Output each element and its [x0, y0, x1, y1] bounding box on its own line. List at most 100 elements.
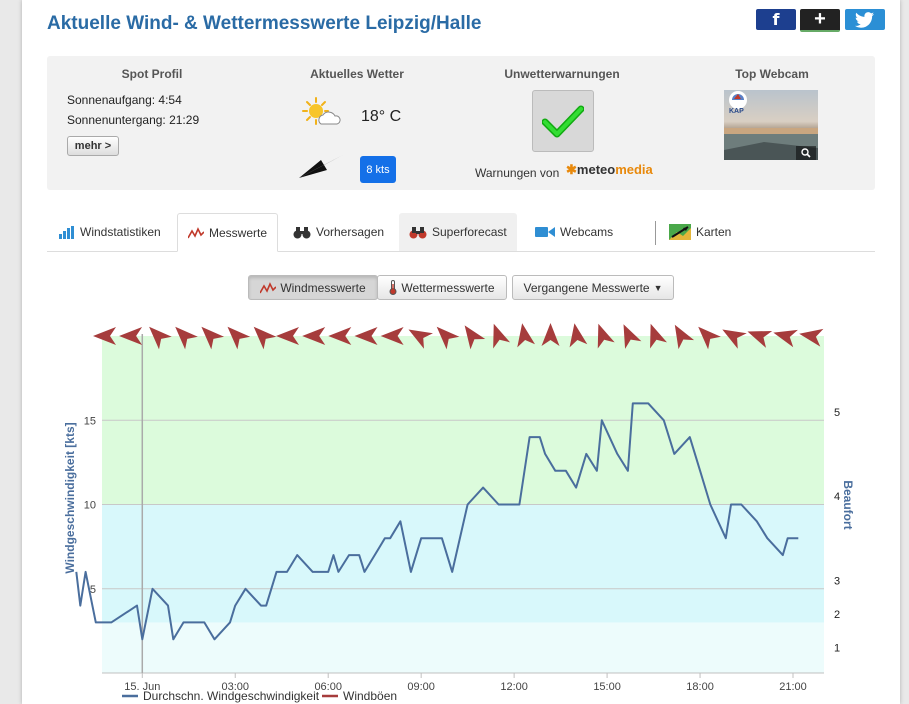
windmesswerte-button[interactable]: Windmesswerte — [248, 275, 378, 300]
wind-arrow-shape — [253, 326, 277, 350]
wind-arrow-shape — [773, 329, 798, 348]
x-tick-label: 03:00 — [221, 681, 249, 693]
binoculars-icon — [293, 226, 311, 238]
x-tick-label: 06:00 — [314, 681, 342, 693]
wind-arrow-shape — [149, 326, 172, 350]
wettermesswerte-button[interactable]: Wettermesswerte — [377, 275, 507, 300]
meteomedia-logo-prefix: meteo — [576, 162, 616, 177]
warnings-from-text: Warnungen von — [475, 166, 560, 180]
wind-arrow — [380, 327, 404, 345]
wind-arrow-shape — [698, 326, 721, 350]
wind-arrow — [175, 326, 198, 350]
past-values-label: Vergangene Messwerte — [523, 280, 650, 295]
wind-arrow-shape — [93, 327, 116, 345]
wind-direction-arrows — [93, 323, 824, 350]
wind-arrow — [302, 327, 326, 345]
wind-arrow — [747, 330, 773, 348]
caret-down-icon: ▼ — [653, 282, 663, 293]
check-icon — [542, 105, 584, 138]
webcam-scene — [724, 91, 818, 160]
x-tick-label: 15:00 — [593, 681, 621, 693]
wind-arrow — [328, 327, 352, 345]
beaufort-tick-label: 5 — [834, 407, 840, 419]
google-plus-button[interactable]: + — [800, 8, 840, 32]
wind-arrow — [119, 327, 143, 345]
beaufort-axis-label: Beaufort — [841, 480, 855, 529]
line-chart-icon — [188, 226, 204, 238]
chart-legend: Durchschn. Windgeschwindigkeit Windböen — [122, 689, 397, 703]
wind-arrow — [227, 326, 251, 350]
spot-profile-title: Spot Profil — [121, 67, 183, 81]
wind-arrow-shape — [408, 329, 433, 349]
wind-arrow-shape — [747, 330, 773, 348]
wind-arrow — [354, 327, 378, 345]
chart-grid — [102, 419, 824, 674]
wind-arrow-shape — [493, 323, 511, 349]
wind-arrow — [722, 329, 747, 349]
wind-arrow-shape — [380, 327, 404, 345]
tab-label: Webcams — [560, 225, 614, 239]
x-tick-label: 15. Jun — [124, 681, 160, 693]
wind-direction-arrow-icon — [299, 155, 343, 178]
wind-arrow-shape — [276, 327, 299, 345]
wind-arrow — [436, 326, 460, 350]
beaufort-tick-label: 4 — [834, 491, 840, 503]
wind-arrow — [408, 329, 433, 349]
page: Aktuelle Wind- & Wettermesswerte Leipzig… — [22, 0, 900, 704]
wind-arrow-shape — [722, 329, 747, 349]
tab-superforecast[interactable]: Superforecast — [399, 213, 517, 251]
wind-arrow — [773, 329, 798, 348]
meteomedia-logo[interactable]: ✱meteomedia — [566, 162, 653, 178]
wind-arrow — [698, 326, 721, 350]
meteomedia-logo-icon: ✱ — [566, 162, 577, 177]
thermometer-icon — [389, 280, 397, 295]
avg-wind-series-line — [75, 402, 799, 641]
x-tick-label: 09:00 — [407, 681, 435, 693]
wind-arrow — [517, 323, 535, 348]
wind-arrow — [493, 323, 511, 349]
y-tick-label: 5 — [90, 584, 96, 596]
facebook-button[interactable]: f — [756, 9, 796, 30]
wind-arrow — [276, 327, 299, 345]
wind-band — [102, 622, 824, 673]
tab-webcams[interactable]: Webcams — [525, 213, 623, 251]
wind-arrow-shape — [517, 323, 535, 348]
wind-arrow — [93, 327, 116, 345]
beaufort-tick-label: 3 — [834, 575, 840, 587]
wind-arrow — [799, 328, 824, 347]
wind-arrow-shape — [227, 326, 251, 350]
tab-label: Vorhersagen — [316, 225, 385, 239]
beaufort-tick-label: 2 — [834, 609, 840, 621]
tab-vorhersagen[interactable]: Vorhersagen — [283, 213, 394, 251]
legend-label: Durchschn. Windgeschwindigkeit — [143, 689, 320, 703]
tab-windstatistiken[interactable]: Windstatistiken — [49, 213, 171, 251]
y-tick-label: 10 — [84, 500, 96, 512]
twitter-button[interactable] — [845, 9, 885, 30]
wind-arrow — [569, 323, 588, 348]
wind-arrow-shape — [597, 323, 615, 349]
more-button[interactable]: mehr > — [67, 136, 119, 156]
x-tick-label: 12:00 — [500, 681, 528, 693]
wind-arrow — [623, 324, 642, 349]
x-tick-label: 21:00 — [779, 681, 807, 693]
line-chart-icon — [260, 281, 277, 293]
y-tick-label: 15 — [84, 415, 96, 427]
tab-messwerte[interactable]: Messwerte — [177, 213, 279, 252]
wind-arrow-shape — [302, 327, 326, 345]
past-values-dropdown[interactable]: Vergangene Messwerte ▼ — [512, 275, 674, 300]
camera-icon — [535, 227, 555, 237]
tab-separator — [655, 221, 656, 245]
wind-arrow-shape — [201, 326, 225, 350]
wind-arrow-shape — [175, 326, 198, 350]
webcam-thumbnail[interactable]: KAP — [724, 90, 818, 160]
sun-cloud-icon — [302, 97, 341, 125]
warnings-title: Unwetterwarnungen — [504, 67, 620, 81]
tab-label: Superforecast — [432, 225, 507, 239]
bar-chart-icon — [59, 225, 74, 239]
wind-arrow-shape — [354, 327, 378, 345]
wind-arrow — [149, 326, 172, 350]
tab-karten[interactable]: Karten — [659, 213, 741, 251]
y-axis-label: Windgeschwindigkeit [kts] — [63, 422, 77, 573]
map-icon — [669, 224, 691, 240]
no-warning-indicator[interactable] — [532, 90, 594, 152]
